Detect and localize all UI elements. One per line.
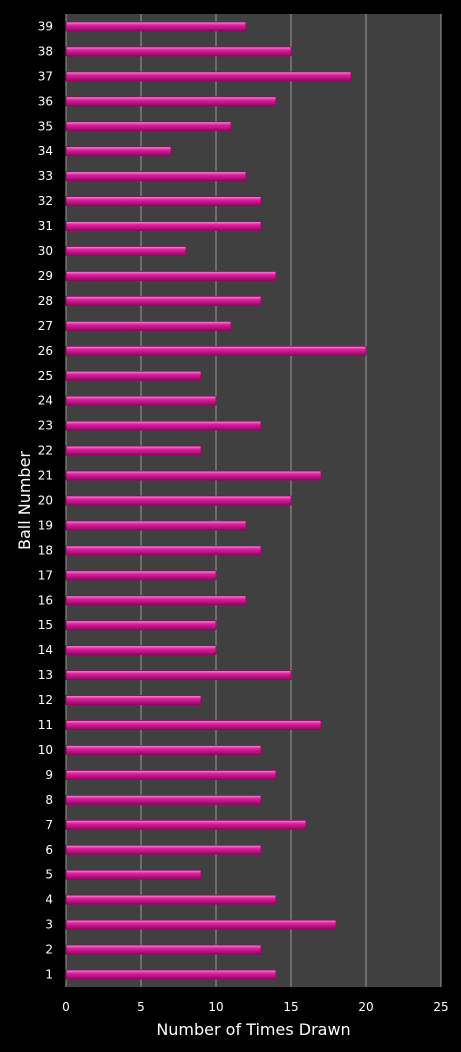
bar [65, 21, 247, 32]
bar [65, 271, 277, 281]
y-tick-label: 18 [38, 543, 53, 557]
y-tick-label: 14 [38, 643, 53, 657]
y-tick-label: 37 [38, 69, 53, 83]
y-tick-label: 1 [45, 968, 53, 982]
x-tick-label: 0 [62, 1000, 70, 1014]
bar [65, 520, 247, 531]
y-tick-label: 6 [45, 843, 53, 857]
y-tick-label: 26 [38, 344, 53, 358]
bar [65, 695, 202, 705]
bar [65, 296, 262, 306]
y-tick-label: 12 [38, 693, 53, 707]
y-tick-label: 17 [38, 568, 53, 582]
y-tick-label: 22 [38, 444, 53, 458]
y-tick-label: 3 [45, 918, 53, 932]
bar [65, 869, 202, 880]
bar [65, 96, 277, 107]
bar [65, 121, 232, 132]
y-tick-labels: 1234567891011121314151617181920212223242… [38, 19, 53, 981]
y-tick-label: 16 [38, 593, 53, 607]
y-tick-label: 9 [45, 768, 53, 782]
y-tick-label: 23 [38, 419, 53, 433]
y-tick-label: 39 [38, 19, 53, 33]
y-tick-label: 13 [38, 668, 53, 682]
bar [65, 944, 262, 955]
y-tick-label: 10 [38, 743, 53, 757]
bar [65, 645, 217, 656]
x-tick-label: 10 [208, 1000, 223, 1014]
bar [65, 620, 217, 631]
bar [65, 46, 292, 57]
y-tick-label: 38 [38, 44, 53, 58]
x-tick-label: 15 [283, 1000, 298, 1014]
bars [65, 21, 367, 980]
bar [65, 670, 292, 681]
bar [65, 420, 262, 431]
y-tick-label: 27 [38, 319, 53, 333]
bar [65, 894, 277, 905]
bar [65, 720, 322, 730]
bar [65, 545, 262, 556]
y-tick-label: 7 [45, 818, 53, 832]
y-tick-label: 2 [45, 943, 53, 957]
x-tick-label: 20 [358, 1000, 373, 1014]
y-tick-label: 15 [38, 618, 53, 632]
y-tick-label: 25 [38, 369, 53, 383]
bar [65, 595, 247, 606]
y-tick-label: 32 [38, 194, 53, 208]
y-tick-label: 34 [38, 144, 53, 158]
bar [65, 495, 292, 506]
bar [65, 146, 172, 157]
bar [65, 770, 277, 780]
x-axis-title: Number of Times Drawn [156, 1020, 350, 1039]
bar [65, 320, 232, 331]
bar [65, 745, 262, 755]
bar [65, 171, 247, 182]
bar [65, 470, 322, 481]
bar [65, 819, 307, 830]
x-tick-label: 5 [137, 1000, 145, 1014]
y-tick-label: 8 [45, 793, 53, 807]
y-tick-label: 5 [45, 868, 53, 882]
y-tick-label: 36 [38, 94, 53, 108]
y-axis-title: Ball Number [15, 451, 34, 550]
bar [65, 345, 367, 356]
y-tick-label: 28 [38, 294, 53, 308]
y-tick-label: 35 [38, 119, 53, 133]
bar [65, 221, 262, 231]
x-tick-label: 25 [433, 1000, 448, 1014]
y-tick-label: 24 [38, 394, 53, 408]
bar [65, 570, 217, 581]
bar [65, 844, 262, 855]
bar [65, 196, 262, 207]
y-tick-label: 29 [38, 269, 53, 283]
bar [65, 370, 202, 381]
bar [65, 969, 277, 980]
y-tick-label: 31 [38, 219, 53, 233]
bar [65, 919, 337, 930]
y-tick-label: 20 [38, 494, 53, 508]
bar [65, 794, 262, 805]
y-tick-label: 4 [45, 893, 53, 907]
y-tick-label: 11 [38, 718, 53, 732]
y-tick-label: 21 [38, 469, 53, 483]
bar [65, 445, 202, 456]
y-tick-label: 19 [38, 518, 53, 532]
bar [65, 71, 352, 82]
x-tick-labels: 0 5 10 15 20 25 [62, 1000, 448, 1014]
bar [65, 246, 187, 256]
bar [65, 395, 217, 406]
y-tick-label: 30 [38, 244, 53, 258]
y-tick-label: 33 [38, 169, 53, 183]
